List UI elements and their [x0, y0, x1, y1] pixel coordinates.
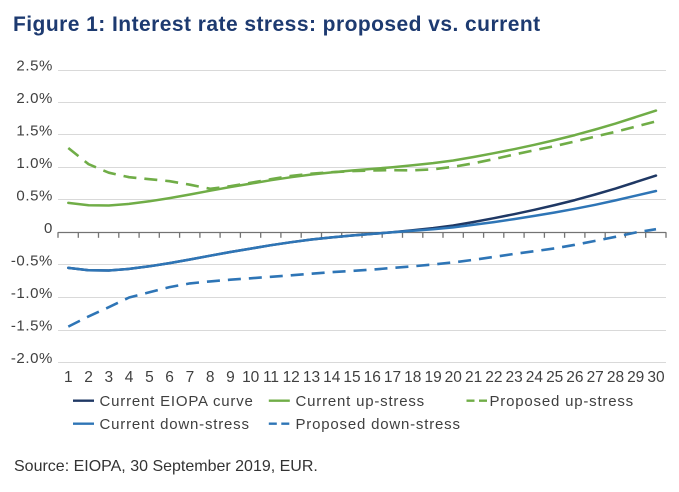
svg-text:Proposed down-stress: Proposed down-stress — [296, 416, 461, 433]
svg-text:9: 9 — [226, 369, 235, 386]
svg-text:12: 12 — [283, 369, 300, 386]
svg-text:2: 2 — [84, 369, 93, 386]
svg-text:10: 10 — [242, 369, 260, 386]
svg-text:2.0%: 2.0% — [16, 90, 53, 107]
svg-text:11: 11 — [263, 369, 279, 386]
svg-text:15: 15 — [343, 369, 360, 386]
svg-text:30: 30 — [647, 369, 665, 386]
svg-text:8: 8 — [206, 369, 215, 386]
svg-text:26: 26 — [566, 369, 583, 386]
svg-text:24: 24 — [526, 369, 544, 386]
svg-text:13: 13 — [303, 369, 320, 386]
svg-text:Current EIOPA curve: Current EIOPA curve — [100, 393, 254, 410]
svg-text:22: 22 — [485, 369, 502, 386]
svg-text:19: 19 — [424, 369, 441, 386]
svg-text:3: 3 — [104, 369, 113, 386]
svg-text:14: 14 — [323, 369, 341, 386]
svg-text:1.0%: 1.0% — [16, 155, 53, 172]
svg-text:25: 25 — [546, 369, 563, 386]
svg-text:1: 1 — [64, 369, 73, 386]
svg-text:2.5%: 2.5% — [16, 58, 53, 75]
svg-text:-1.5%: -1.5% — [11, 318, 53, 335]
svg-text:18: 18 — [404, 369, 421, 386]
svg-text:0.5%: 0.5% — [16, 188, 53, 205]
svg-text:0: 0 — [44, 220, 53, 237]
svg-text:4: 4 — [125, 369, 134, 386]
svg-text:29: 29 — [627, 369, 644, 386]
svg-text:17: 17 — [384, 369, 401, 386]
svg-text:Current down-stress: Current down-stress — [100, 416, 250, 433]
svg-text:1.5%: 1.5% — [16, 123, 53, 140]
svg-text:-1.0%: -1.0% — [11, 285, 53, 302]
svg-text:Current up-stress: Current up-stress — [296, 393, 425, 410]
svg-text:-2.0%: -2.0% — [11, 350, 53, 367]
svg-text:21: 21 — [465, 369, 482, 386]
svg-text:20: 20 — [445, 369, 463, 386]
svg-text:28: 28 — [607, 369, 624, 386]
svg-text:Figure 1: Interest rate stress: Figure 1: Interest rate stress: proposed… — [13, 13, 541, 36]
svg-text:16: 16 — [364, 369, 381, 386]
svg-text:5: 5 — [145, 369, 154, 386]
svg-text:Proposed up-stress: Proposed up-stress — [490, 393, 634, 410]
svg-text:7: 7 — [186, 369, 195, 386]
svg-text:-0.5%: -0.5% — [11, 253, 53, 270]
svg-text:Source: EIOPA, 30 September 20: Source: EIOPA, 30 September 2019, EUR. — [14, 458, 318, 475]
svg-text:27: 27 — [587, 369, 604, 386]
svg-text:23: 23 — [505, 369, 522, 386]
svg-text:6: 6 — [165, 369, 174, 386]
